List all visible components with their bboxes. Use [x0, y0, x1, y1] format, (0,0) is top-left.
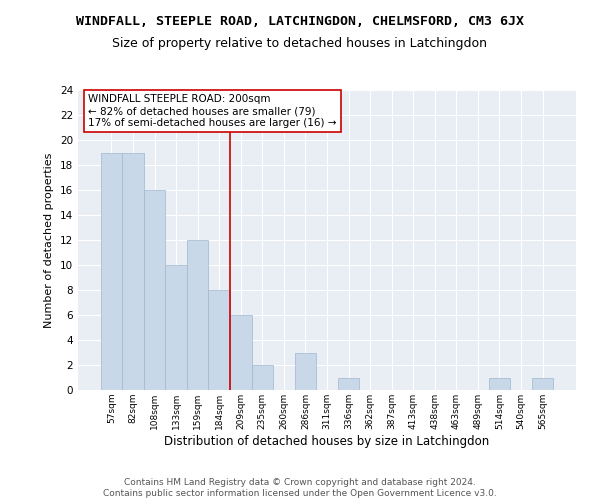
- Text: Size of property relative to detached houses in Latchingdon: Size of property relative to detached ho…: [113, 38, 487, 51]
- Bar: [338, 378, 359, 390]
- Bar: [101, 152, 122, 390]
- Bar: [144, 190, 166, 390]
- Text: Contains HM Land Registry data © Crown copyright and database right 2024.
Contai: Contains HM Land Registry data © Crown c…: [103, 478, 497, 498]
- Bar: [122, 152, 144, 390]
- Bar: [208, 290, 230, 390]
- X-axis label: Distribution of detached houses by size in Latchingdon: Distribution of detached houses by size …: [164, 434, 490, 448]
- Text: WINDFALL, STEEPLE ROAD, LATCHINGDON, CHELMSFORD, CM3 6JX: WINDFALL, STEEPLE ROAD, LATCHINGDON, CHE…: [76, 15, 524, 28]
- Bar: [295, 352, 316, 390]
- Bar: [166, 265, 187, 390]
- Bar: [230, 315, 251, 390]
- Text: WINDFALL STEEPLE ROAD: 200sqm
← 82% of detached houses are smaller (79)
17% of s: WINDFALL STEEPLE ROAD: 200sqm ← 82% of d…: [88, 94, 337, 128]
- Bar: [488, 378, 510, 390]
- Bar: [532, 378, 553, 390]
- Bar: [251, 365, 273, 390]
- Bar: [187, 240, 208, 390]
- Y-axis label: Number of detached properties: Number of detached properties: [44, 152, 55, 328]
